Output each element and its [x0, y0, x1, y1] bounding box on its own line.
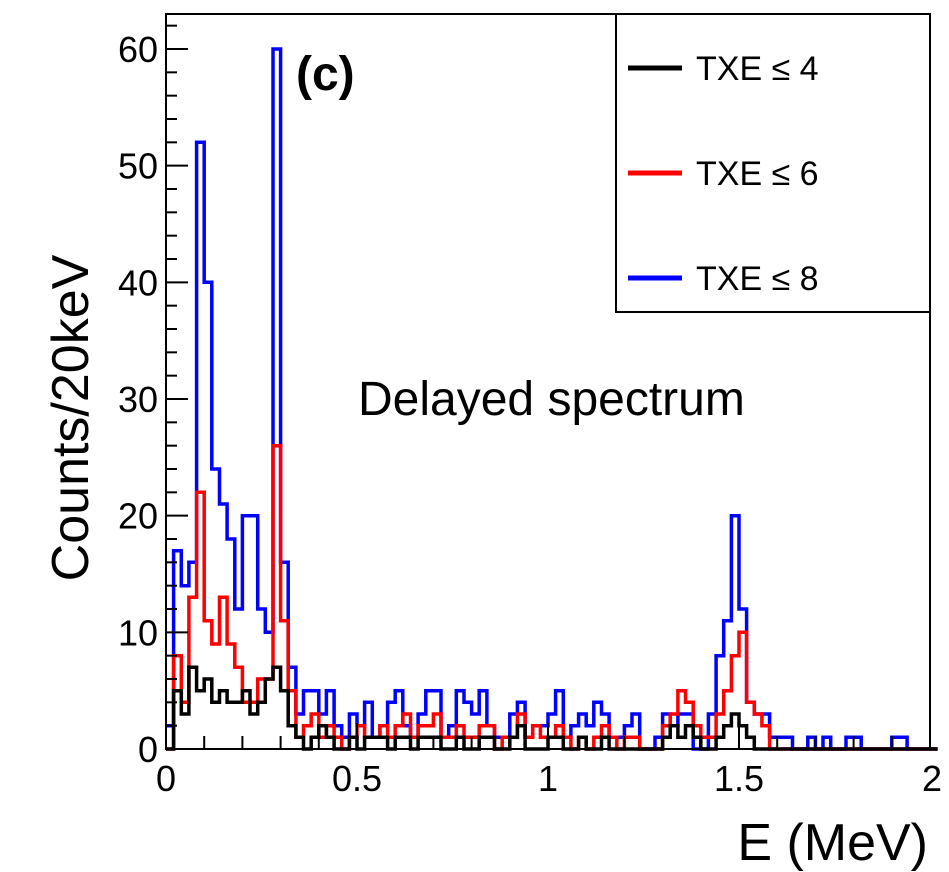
y-tick-label: 40	[118, 262, 158, 303]
legend-label: TXE ≤ 4	[696, 50, 819, 88]
x-tick-label: 0	[156, 758, 176, 799]
legend: TXE ≤ 4 TXE ≤ 6 TXE ≤ 8	[615, 13, 931, 313]
legend-label: TXE ≤ 6	[696, 155, 819, 193]
y-tick-label: 30	[118, 379, 158, 420]
x-tick-label: 2	[922, 758, 942, 799]
y-tick-label: 0	[138, 729, 158, 770]
x-tick-label: 0.5	[332, 758, 382, 799]
panel-label: (c)	[296, 48, 355, 101]
ticks-layer	[165, 24, 931, 750]
x-tick-label: 1	[538, 758, 558, 799]
annotation-text: Delayed spectrum	[358, 373, 745, 426]
x-tick-label: 1.5	[714, 758, 764, 799]
y-tick-label: 10	[118, 612, 158, 653]
y-axis-title: Counts/20keV	[42, 254, 100, 581]
x-axis-title: E (MeV)	[737, 814, 928, 872]
legend-box	[615, 13, 931, 313]
legend-label: TXE ≤ 8	[696, 260, 819, 298]
y-tick-label: 50	[118, 146, 158, 187]
y-tick-label: 60	[118, 29, 158, 70]
y-tick-label: 20	[118, 496, 158, 537]
series-line-txe-6	[166, 443, 938, 751]
legend-entries: TXE ≤ 4 TXE ≤ 6 TXE ≤ 8	[628, 50, 819, 298]
